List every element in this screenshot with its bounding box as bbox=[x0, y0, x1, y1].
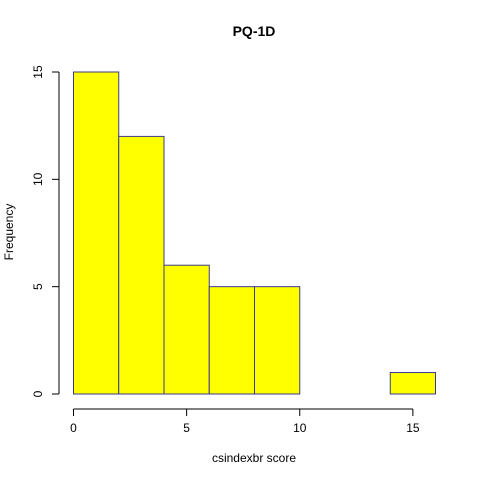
x-tick-label-3: 15 bbox=[406, 421, 420, 435]
y-axis: 0 5 10 15 bbox=[31, 65, 60, 397]
x-tick-label-0: 0 bbox=[70, 421, 77, 435]
y-tick-label-0: 0 bbox=[31, 390, 45, 397]
histogram-bar-3 bbox=[208, 286, 255, 395]
y-tick-label-3: 15 bbox=[31, 65, 45, 79]
histogram-bar-1 bbox=[118, 135, 165, 395]
x-tick-label-2: 10 bbox=[293, 421, 307, 435]
y-tick-label-1: 5 bbox=[31, 283, 45, 290]
x-axis-label: csindexbr score bbox=[212, 451, 296, 465]
chart-title: PQ-1D bbox=[233, 23, 276, 39]
y-tick-label-2: 10 bbox=[31, 172, 45, 186]
histogram-bar-0 bbox=[73, 71, 120, 395]
histogram-bar-4 bbox=[254, 286, 301, 395]
bars-group bbox=[73, 71, 436, 395]
x-tick-label-1: 5 bbox=[183, 421, 190, 435]
y-axis-label: Frequency bbox=[2, 204, 16, 261]
histogram-bar-2 bbox=[163, 264, 210, 395]
x-axis: 0 5 10 15 bbox=[70, 408, 420, 435]
histogram-bar-7 bbox=[389, 372, 436, 395]
